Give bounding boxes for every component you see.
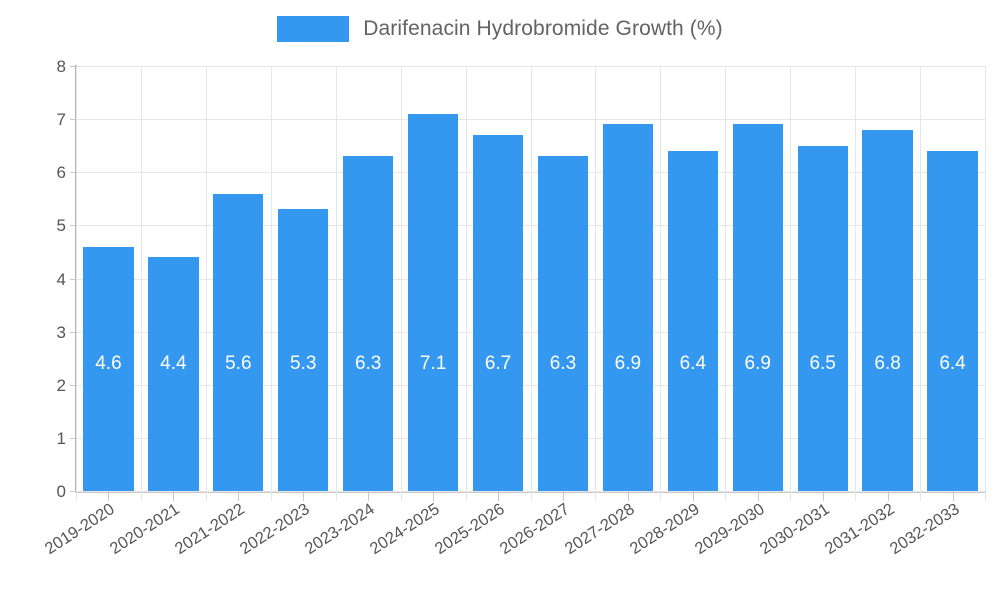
gridline-vertical [725,66,727,501]
bar[interactable]: 6.7 [472,135,524,491]
gridline-vertical [76,66,77,501]
x-axis-tick-mark [433,491,435,501]
gridline-vertical [855,66,857,501]
x-axis-tick-mark [952,491,954,501]
bar-value-label: 5.6 [225,353,252,374]
gridline-vertical [660,66,662,501]
y-axis-tick-mark [70,66,76,67]
bar-value-label: 5.3 [290,353,317,374]
gridline-vertical [400,66,402,501]
bar[interactable]: 6.4 [667,151,718,491]
gridline-vertical [335,66,337,501]
y-axis-tick-mark [70,331,76,333]
bar-value-label: 6.7 [484,353,512,374]
bar[interactable]: 6.4 [927,151,978,491]
bar[interactable]: 4.4 [148,257,199,491]
x-axis-tick-mark [692,491,694,501]
bar-value-label: 4.4 [160,353,187,374]
y-axis-tick-mark [70,384,76,386]
chart-legend: Darifenacin Hydrobromide Growth (%) [0,16,1000,42]
bar[interactable]: 6.8 [862,129,913,491]
gridline-vertical [205,66,207,501]
bar[interactable]: 6.3 [537,156,589,491]
bar[interactable]: 4.6 [83,246,134,491]
x-axis-tick-mark [887,491,889,501]
gridline-vertical [465,66,467,501]
y-axis-tick-label: 5 [56,216,66,236]
gridline-vertical [920,66,922,501]
plot-area: 4.6 4.4 5.6 5.3 6.3 7.1 6.7 6.3 6.9 6.4 6.9 6.5 6.8 6… [75,65,986,501]
bar-value-label: 7.1 [419,353,447,374]
x-axis-tick-mark [757,491,759,501]
bar[interactable]: 6.9 [732,124,783,491]
y-axis-tick-label: 8 [56,57,66,76]
x-axis-tick-mark [498,491,500,501]
legend-swatch-icon[interactable] [277,16,350,42]
bar-value-label: 6.3 [549,353,577,374]
y-axis-tick-label: 0 [56,482,66,501]
y-axis-tick-mark [70,119,76,121]
x-axis-tick-mark [822,491,824,501]
bar-value-label: 6.3 [354,353,382,374]
y-axis-tick-label: 1 [56,428,66,448]
bar-value-label: 6.4 [679,353,707,374]
y-axis-tick-label: 4 [56,269,66,289]
x-axis-tick-mark [562,491,564,501]
x-axis-tick-mark [627,491,629,501]
x-axis-tick-mark [173,491,175,501]
bar-value-label: 6.5 [809,353,836,374]
legend-label[interactable]: Darifenacin Hydrobromide Growth (%) [363,17,723,40]
y-axis-tick-mark [70,225,76,227]
x-axis-tick-mark [368,491,370,501]
y-axis-tick-label: 7 [56,110,66,130]
gridline-vertical [530,66,532,501]
gridline-vertical [270,66,272,501]
bar-value-label: 6.8 [874,353,901,374]
y-axis-tick-mark [70,172,76,174]
bar-value-label: 6.9 [744,353,771,374]
y-axis-tick-label: 3 [56,322,66,342]
y-axis-tick-mark [70,437,76,439]
x-axis-tick-mark [108,491,110,501]
bar-value-label: 4.6 [95,353,122,374]
x-axis-tick-mark [238,491,240,501]
y-axis-tick-mark [70,278,76,280]
y-axis-tick-label: 6 [56,163,66,183]
gridline-vertical [140,66,142,501]
gridline-vertical [985,66,986,501]
bar[interactable]: 5.6 [213,193,264,491]
gridline-vertical [595,66,597,501]
bar[interactable]: 5.3 [278,209,329,491]
y-axis-tick-label: 2 [56,375,66,395]
bar[interactable]: 6.5 [797,145,848,491]
bar-value-label: 6.9 [614,353,642,374]
bar[interactable]: 7.1 [407,113,459,491]
bar[interactable]: 6.3 [343,156,394,491]
x-axis-tick-mark [303,491,305,501]
bar[interactable]: 6.9 [602,124,654,491]
y-axis-tick-mark [70,491,76,492]
gridline-vertical [790,66,792,501]
bar-value-label: 6.4 [939,353,966,374]
